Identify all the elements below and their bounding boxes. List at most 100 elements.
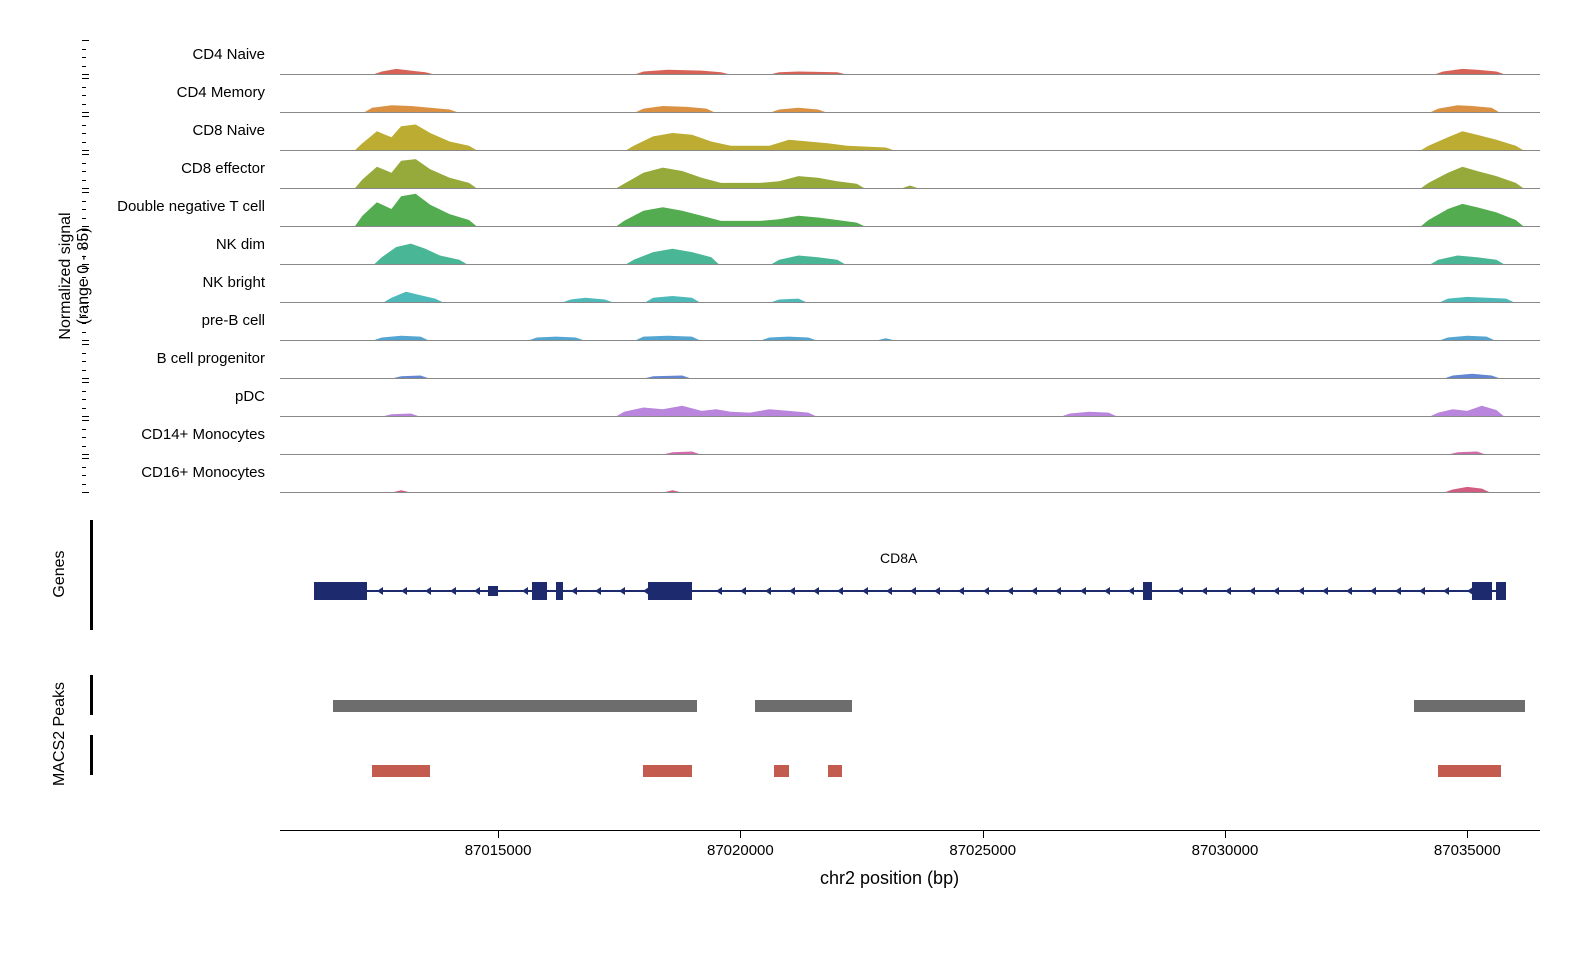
- macs-section-bar: [90, 675, 93, 715]
- strand-arrow-icon: [571, 587, 577, 595]
- macs-section-bar-2: [90, 735, 93, 775]
- track-label: CD16+ Monocytes: [95, 464, 265, 481]
- y-tick-column: [82, 40, 88, 496]
- strand-arrow-icon: [983, 587, 989, 595]
- gene-exon: [556, 582, 563, 600]
- strand-arrow-icon: [886, 587, 892, 595]
- macs-peak: [333, 700, 696, 712]
- gene-exon: [1143, 582, 1153, 600]
- x-axis-label: chr2 position (bp): [820, 868, 959, 889]
- macs-peak: [1438, 765, 1501, 777]
- strand-arrow-icon: [377, 587, 383, 595]
- macs-peak: [372, 765, 430, 777]
- x-tick-label: 87035000: [1434, 842, 1501, 859]
- gene-exon: [348, 582, 367, 600]
- strand-arrow-icon: [934, 587, 940, 595]
- x-tick: [1467, 830, 1468, 838]
- strand-arrow-icon: [1346, 587, 1352, 595]
- x-tick: [498, 830, 499, 838]
- coverage-svg: [280, 40, 1540, 74]
- coverage-svg: [280, 458, 1540, 492]
- strand-arrow-icon: [1031, 587, 1037, 595]
- strand-arrow-icon: [522, 587, 528, 595]
- x-tick: [1225, 830, 1226, 838]
- coverage-svg: [280, 420, 1540, 454]
- strand-arrow-icon: [958, 587, 964, 595]
- track-label: CD4 Naive: [95, 46, 265, 63]
- strand-arrow-icon: [716, 587, 722, 595]
- macs-section-label: MACS2 Peaks: [51, 664, 69, 804]
- coverage-svg: [280, 230, 1540, 264]
- strand-arrow-icon: [1443, 587, 1449, 595]
- track-label: NK bright: [95, 274, 265, 291]
- strand-arrow-icon: [765, 587, 771, 595]
- coverage-svg: [280, 268, 1540, 302]
- strand-arrow-icon: [619, 587, 625, 595]
- strand-arrow-icon: [1080, 587, 1086, 595]
- strand-arrow-icon: [1201, 587, 1207, 595]
- macs-peak: [643, 765, 691, 777]
- gene-name-label: CD8A: [880, 550, 917, 566]
- coverage-svg: [280, 154, 1540, 188]
- gene-exon: [488, 586, 498, 596]
- coverage-svg: [280, 78, 1540, 112]
- track-label: CD14+ Monocytes: [95, 426, 265, 443]
- track-label: CD4 Memory: [95, 84, 265, 101]
- macs-peak: [1414, 700, 1525, 712]
- x-tick: [740, 830, 741, 838]
- gene-exon: [648, 582, 692, 600]
- strand-arrow-icon: [910, 587, 916, 595]
- coverage-svg: [280, 116, 1540, 150]
- strand-arrow-icon: [1395, 587, 1401, 595]
- strand-arrow-icon: [401, 587, 407, 595]
- strand-arrow-icon: [740, 587, 746, 595]
- track-label: CD8 effector: [95, 160, 265, 177]
- track-label: B cell progenitor: [95, 350, 265, 367]
- strand-arrow-icon: [1128, 587, 1134, 595]
- strand-arrow-icon: [1104, 587, 1110, 595]
- strand-arrow-icon: [862, 587, 868, 595]
- strand-arrow-icon: [813, 587, 819, 595]
- coverage-svg: [280, 192, 1540, 226]
- strand-arrow-icon: [1370, 587, 1376, 595]
- strand-arrow-icon: [474, 587, 480, 595]
- x-tick-label: 87020000: [707, 842, 774, 859]
- strand-arrow-icon: [1249, 587, 1255, 595]
- track-label: Double negative T cell: [95, 198, 265, 215]
- strand-arrow-icon: [450, 587, 456, 595]
- track-label: pre-B cell: [95, 312, 265, 329]
- track-label: NK dim: [95, 236, 265, 253]
- x-tick-label: 87030000: [1192, 842, 1259, 859]
- strand-arrow-icon: [789, 587, 795, 595]
- gene-exon: [532, 582, 547, 600]
- strand-arrow-icon: [1055, 587, 1061, 595]
- genes-section-label: Genes: [51, 524, 69, 624]
- coverage-svg: [280, 344, 1540, 378]
- strand-arrow-icon: [1177, 587, 1183, 595]
- strand-arrow-icon: [1322, 587, 1328, 595]
- x-tick: [983, 830, 984, 838]
- strand-arrow-icon: [1225, 587, 1231, 595]
- macs-peak: [828, 765, 843, 777]
- strand-arrow-icon: [1298, 587, 1304, 595]
- strand-arrow-icon: [425, 587, 431, 595]
- x-tick-label: 87025000: [949, 842, 1016, 859]
- macs-peak: [774, 765, 789, 777]
- x-axis: [280, 830, 1540, 831]
- macs-peak: [755, 700, 852, 712]
- gene-exon: [314, 582, 348, 600]
- coverage-svg: [280, 306, 1540, 340]
- gene-exon: [1496, 582, 1506, 600]
- x-tick-label: 87015000: [465, 842, 532, 859]
- strand-arrow-icon: [1273, 587, 1279, 595]
- genome-browser-figure: Normalized signal(range 0 - 85)CD4 Naive…: [20, 20, 1554, 950]
- coverage-svg: [280, 382, 1540, 416]
- strand-arrow-icon: [1419, 587, 1425, 595]
- strand-arrow-icon: [837, 587, 843, 595]
- strand-arrow-icon: [1007, 587, 1013, 595]
- gene-exon: [1472, 582, 1491, 600]
- strand-arrow-icon: [595, 587, 601, 595]
- track-label: pDC: [95, 388, 265, 405]
- genes-section-bar: [90, 520, 93, 630]
- track-label: CD8 Naive: [95, 122, 265, 139]
